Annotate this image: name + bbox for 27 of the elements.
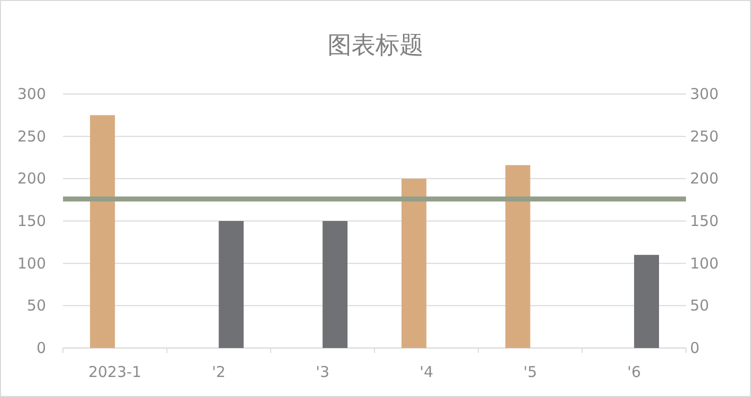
y2-tick-label: 50: [690, 296, 710, 315]
y2-tick-label: 200: [690, 170, 719, 188]
y2-tick-label: 300: [690, 85, 719, 103]
bar: [90, 115, 115, 348]
bar: [218, 221, 244, 348]
x-tick-label: '2: [212, 363, 226, 381]
x-tick-label: '6: [627, 363, 641, 381]
y-tick-label: 200: [17, 170, 46, 188]
bar: [322, 221, 348, 348]
x-tick-label: '3: [316, 363, 330, 381]
y-tick-label: 250: [17, 127, 46, 146]
y-tick-label: 100: [17, 254, 46, 272]
y2-tick-label: 250: [690, 127, 719, 146]
y-tick-label: 150: [17, 212, 46, 230]
x-tick-label: '5: [523, 363, 538, 381]
x-tick-label: 2023-1: [88, 363, 142, 381]
y-tick-label: 50: [26, 296, 46, 315]
y2-tick-label: 150: [690, 212, 719, 230]
y2-tick-label: 100: [690, 254, 719, 272]
bar: [634, 254, 660, 348]
chart-title: 图表标题: [328, 31, 424, 59]
bar: [505, 165, 530, 348]
x-tick-label: '4: [420, 363, 434, 381]
bar: [401, 178, 426, 348]
y2-tick-label: 0: [690, 339, 700, 357]
y-tick-label: 0: [36, 339, 46, 357]
y-tick-label: 300: [17, 85, 46, 103]
